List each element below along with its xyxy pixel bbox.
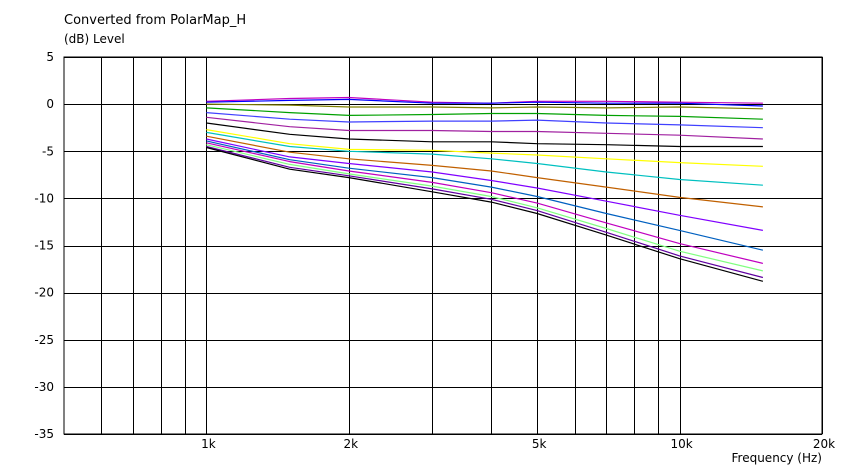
x-tick-labels: 1k 2k 5k 10k 20k <box>201 437 835 451</box>
series-line-9 <box>206 131 763 186</box>
series-line-5 <box>206 112 763 129</box>
y-axis-label: (dB) Level <box>64 32 125 46</box>
y-tick-label: -10 <box>34 191 54 205</box>
y-tick-label: -15 <box>34 239 54 253</box>
y-tick-label: -5 <box>42 144 54 158</box>
x-tick-label: 5k <box>532 437 547 451</box>
series-line-4 <box>206 107 763 120</box>
series-line-14 <box>206 144 764 272</box>
series-line-8 <box>206 129 763 167</box>
x-tick-label: 1k <box>201 437 216 451</box>
y-tick-label: 5 <box>46 50 54 64</box>
series-line-13 <box>206 142 764 264</box>
y-tick-label: -25 <box>34 333 54 347</box>
grid <box>64 57 823 435</box>
series-line-2 <box>206 98 763 107</box>
series-line-6 <box>206 116 763 140</box>
x-tick-label: 2k <box>344 437 359 451</box>
series-line-10 <box>206 135 763 208</box>
x-tick-label: 20k <box>813 437 835 451</box>
series-line-12 <box>206 140 764 251</box>
y-tick-label: 0 <box>46 97 54 111</box>
x-axis-label: Frequency (Hz) <box>731 451 823 465</box>
series-line-3 <box>206 103 763 110</box>
series-line-16 <box>206 146 764 282</box>
y-tick-label: -30 <box>34 380 54 394</box>
y-tick-label: -35 <box>34 427 54 441</box>
plot-frame <box>63 56 823 435</box>
y-tick-labels: 5 0 -5 -10 -15 -20 -25 -30 -35 <box>34 50 54 441</box>
x-tick-label: 10k <box>670 437 692 451</box>
series-lines <box>206 96 764 282</box>
series-line-11 <box>206 138 764 231</box>
series-line-15 <box>206 145 764 279</box>
series-line-7 <box>206 122 763 148</box>
chart-title: Converted from PolarMap_H <box>64 13 247 28</box>
y-tick-label: -20 <box>34 286 54 300</box>
